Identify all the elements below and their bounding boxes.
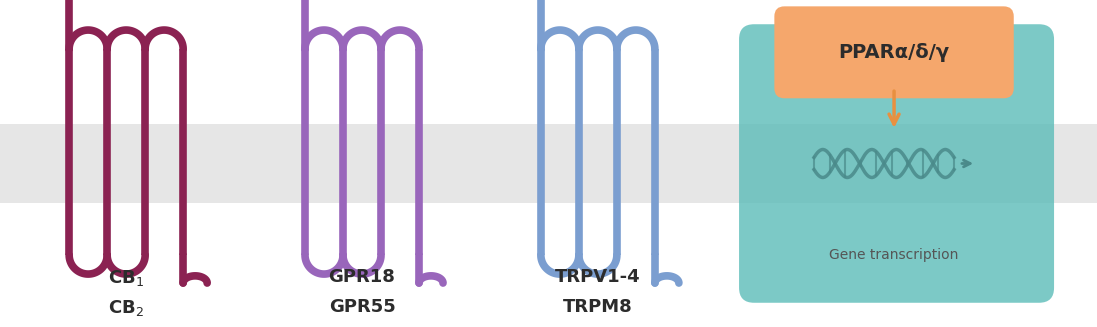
FancyBboxPatch shape [739,24,1054,303]
FancyBboxPatch shape [0,124,1097,203]
Text: GPR18: GPR18 [329,268,395,286]
Text: GPR55: GPR55 [329,298,395,316]
Text: CB$_2$: CB$_2$ [109,298,144,318]
Text: TRPV1-4: TRPV1-4 [555,268,641,286]
FancyBboxPatch shape [774,6,1014,98]
Text: TRPM8: TRPM8 [563,298,633,316]
Text: CB$_1$: CB$_1$ [109,268,144,288]
Text: Gene transcription: Gene transcription [829,248,959,262]
Text: PPARα/δ/γ: PPARα/δ/γ [838,43,950,62]
